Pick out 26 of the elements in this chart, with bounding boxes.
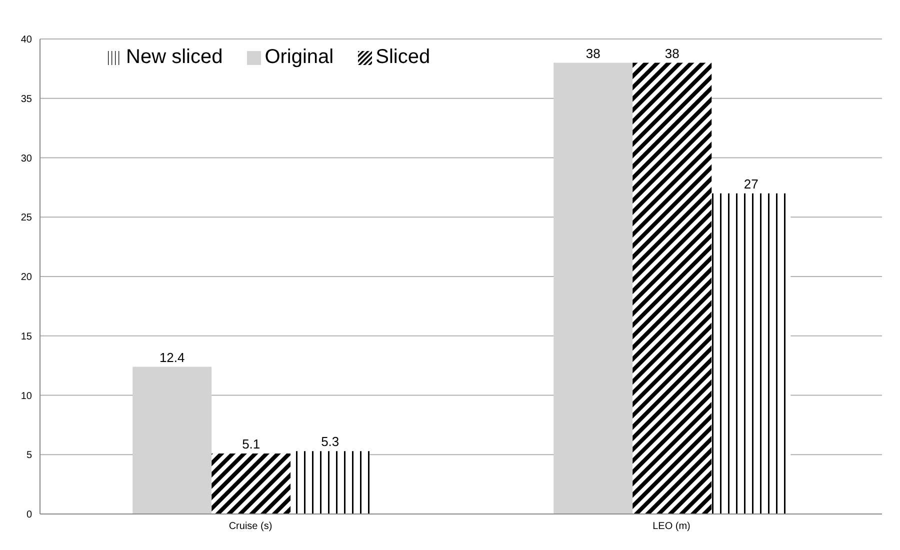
y-tick-label: 30 — [20, 153, 32, 164]
data-label: 38 — [664, 46, 680, 61]
y-tick-label: 10 — [20, 390, 32, 402]
data-label: 5.1 — [242, 436, 260, 452]
x-tick-label: Cruise (s) — [228, 521, 272, 532]
bar — [632, 62, 712, 514]
y-tick-label: 5 — [26, 450, 32, 462]
data-label: 12.4 — [159, 350, 185, 365]
y-tick-label: 0 — [26, 510, 32, 521]
bar — [212, 453, 291, 514]
y-tick-label: 35 — [20, 94, 32, 105]
bar — [290, 451, 370, 514]
y-tick-label: 25 — [20, 212, 32, 224]
legend-label: Original — [264, 46, 334, 68]
y-tick-label: 15 — [20, 331, 32, 342]
data-label: 5.3 — [321, 434, 340, 450]
bar — [554, 62, 633, 514]
legend-label: New sliced — [126, 46, 223, 68]
data-label: 38 — [586, 46, 600, 61]
y-tick-label: 20 — [20, 272, 32, 284]
legend-label: Sliced — [376, 46, 430, 68]
x-tick-label: LEO (m) — [652, 521, 690, 532]
bar — [712, 193, 791, 514]
bar — [132, 366, 212, 514]
y-tick-label: 40 — [20, 34, 32, 46]
data-label: 27 — [744, 176, 758, 192]
